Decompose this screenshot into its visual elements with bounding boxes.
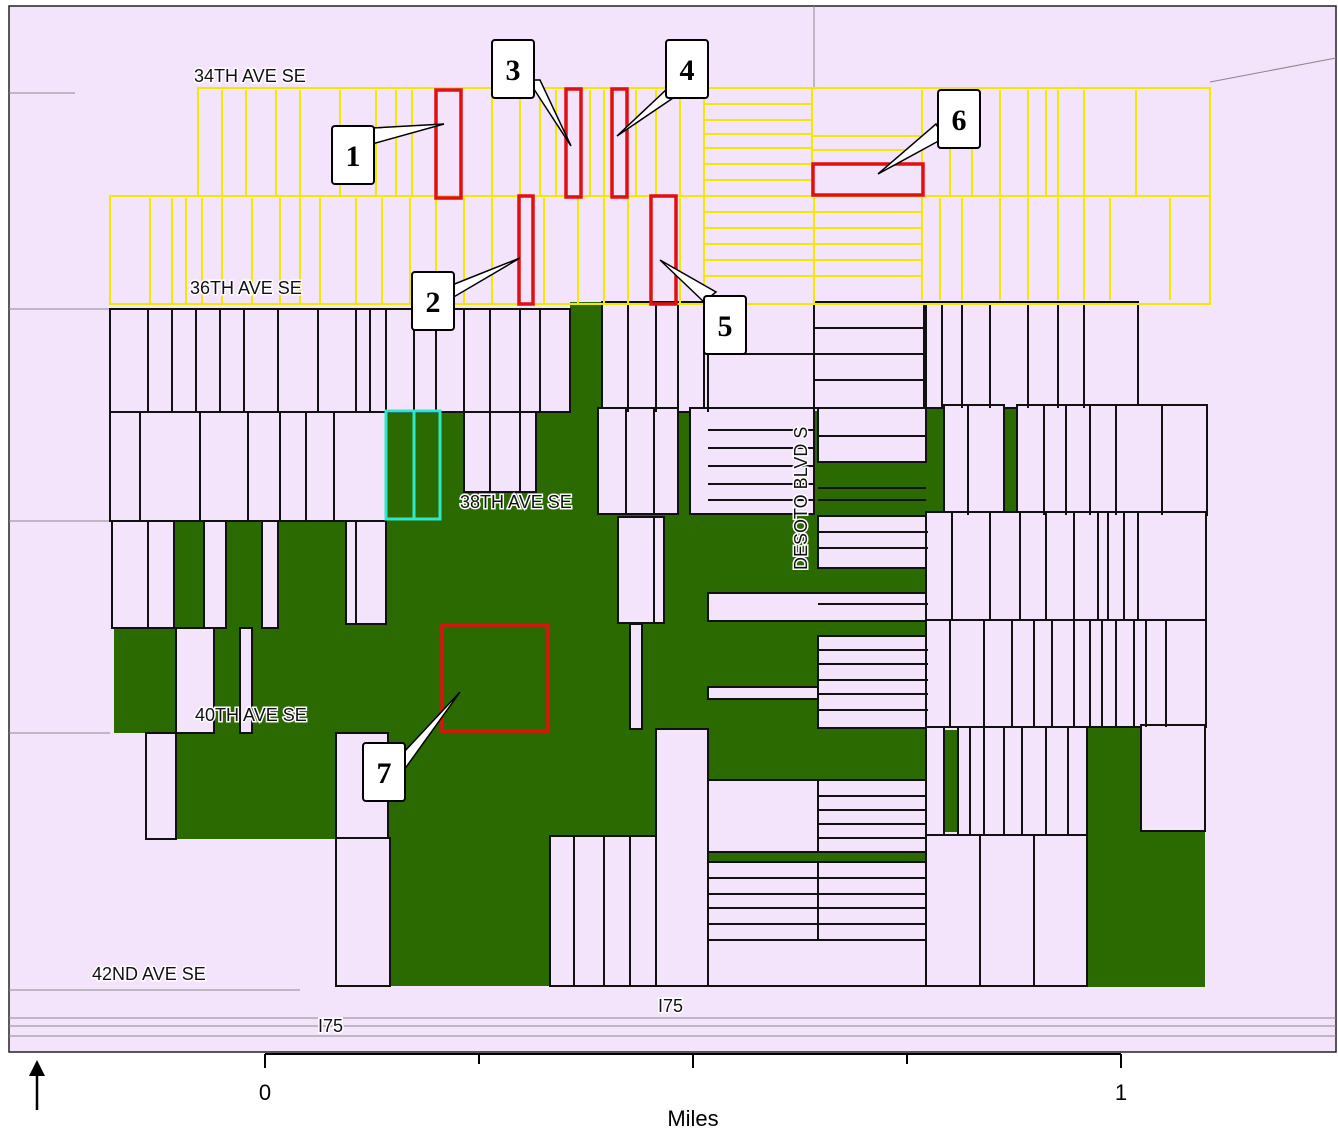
arrow-up-icon (29, 1060, 45, 1110)
callout-6: 6 (937, 89, 981, 149)
red-parcel-1 (434, 88, 463, 200)
callout-box (665, 39, 709, 99)
red-parcel-7 (440, 623, 550, 733)
callout-box (703, 295, 747, 355)
callout-1: 1 (331, 125, 375, 185)
callout-box (491, 39, 535, 99)
callout-label: 7 (377, 757, 392, 790)
scale-unit-label: Miles (667, 1106, 718, 1131)
callout-4: 4 (665, 39, 709, 99)
parcel-grid (109, 301, 1208, 987)
callout-3: 3 (491, 39, 535, 99)
callout-label: 2 (426, 286, 441, 319)
red-parcel-5 (649, 194, 678, 306)
red-parcel-2 (517, 194, 535, 306)
red-parcel-3 (564, 87, 583, 199)
callout-label: 3 (506, 54, 521, 87)
callout-label: 5 (718, 310, 733, 343)
callout-label: 6 (952, 104, 967, 137)
street-label-i75-right: I75 (658, 996, 683, 1016)
street-label-38th: 38TH AVE SE (460, 492, 572, 512)
street-label-40th: 40TH AVE SE (195, 705, 307, 725)
street-label-42nd: 42ND AVE SE (92, 964, 206, 984)
road-lines (9, 6, 1337, 1037)
callout-box (331, 125, 375, 185)
callout-7: 7 (362, 742, 406, 802)
callout-box (937, 89, 981, 149)
callout-box (411, 271, 455, 331)
parcel-subdivisions (139, 302, 1167, 986)
red-parcel-6 (811, 162, 925, 197)
red-parcel-4 (610, 87, 629, 199)
street-label-desoto: DESOTO BLVD S (791, 427, 811, 570)
street-label-34th: 34TH AVE SE (194, 66, 306, 86)
street-label-36th: 36TH AVE SE (190, 278, 302, 298)
callout-label: 4 (680, 54, 695, 87)
callout-label: 1 (346, 140, 361, 173)
scale-label-one: 1 (1115, 1080, 1127, 1105)
cyan-parcel (384, 409, 442, 521)
scale-label-zero: 0 (259, 1080, 271, 1105)
callout-2: 2 (411, 271, 455, 331)
callout-box (362, 742, 406, 802)
callout-pointers (371, 79, 946, 773)
callout-5: 5 (703, 295, 747, 355)
street-label-i75-left: I75 (318, 1016, 343, 1036)
scale-bar: 0 1 Miles (259, 1053, 1127, 1131)
